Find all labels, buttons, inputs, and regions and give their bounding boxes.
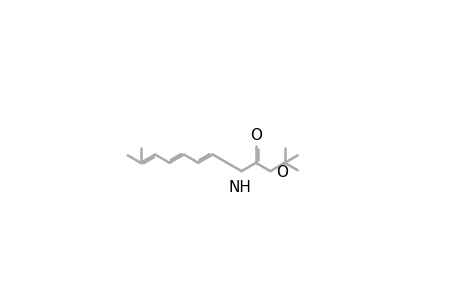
Text: O: O xyxy=(275,165,287,180)
Text: O: O xyxy=(249,128,261,143)
Text: NH: NH xyxy=(229,180,251,195)
